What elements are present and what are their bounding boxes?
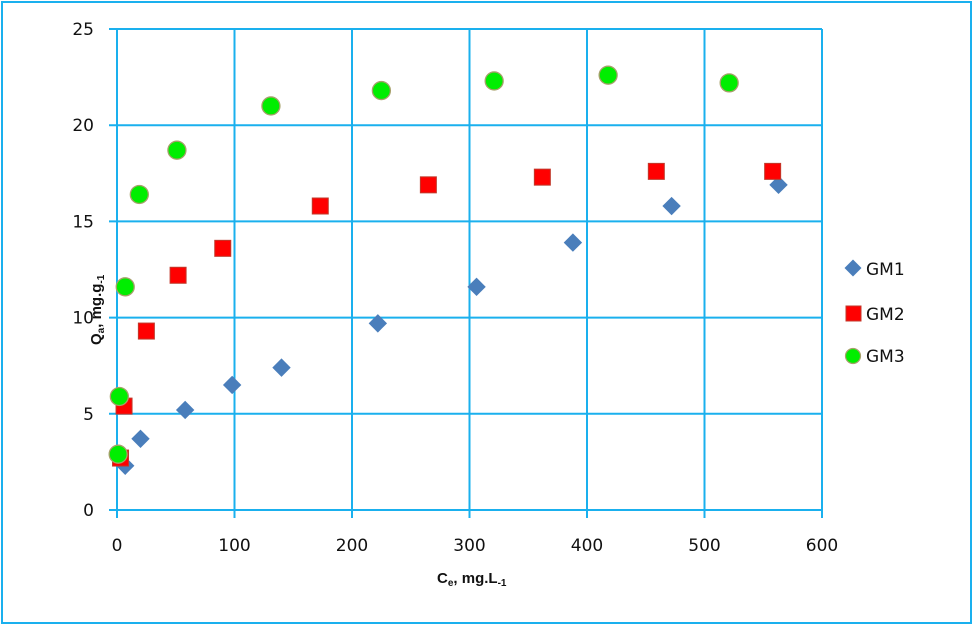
y-axis-ticks: 0 5 10 15 20 25 bbox=[72, 20, 94, 521]
series-gm3 bbox=[108, 65, 739, 464]
data-point bbox=[419, 176, 437, 194]
data-point bbox=[311, 197, 329, 215]
data-point bbox=[662, 196, 681, 216]
svg-text:GM3: GM3 bbox=[866, 347, 905, 367]
data-point bbox=[647, 162, 665, 180]
y-tick-label: 5 bbox=[83, 405, 94, 425]
data-point bbox=[484, 71, 504, 91]
data-point bbox=[598, 65, 618, 85]
circle-marker-icon bbox=[844, 347, 862, 365]
x-tick-label: 200 bbox=[336, 536, 368, 556]
svg-text:GM2: GM2 bbox=[866, 305, 905, 325]
data-point bbox=[222, 375, 242, 395]
data-point bbox=[131, 429, 150, 449]
x-tick-label: 600 bbox=[806, 536, 838, 556]
svg-text:GM1: GM1 bbox=[866, 260, 905, 280]
data-point bbox=[108, 444, 128, 464]
x-tick-label: 500 bbox=[688, 536, 720, 556]
data-point bbox=[137, 322, 155, 340]
square-marker-icon bbox=[845, 305, 862, 322]
data-point bbox=[109, 386, 129, 407]
y-axis-title: Qa, mg.g-1 bbox=[88, 274, 107, 345]
data-point bbox=[764, 162, 782, 180]
series-gm2 bbox=[112, 162, 782, 467]
data-point bbox=[129, 184, 149, 205]
x-tick-label: 400 bbox=[571, 536, 603, 556]
y-tick-label: 10 bbox=[72, 309, 94, 329]
data-point bbox=[167, 140, 187, 160]
x-tick-label: 100 bbox=[218, 536, 250, 556]
y-tick-label: 20 bbox=[72, 116, 94, 136]
data-point bbox=[115, 277, 135, 297]
diamond-marker-icon bbox=[844, 259, 862, 277]
y-tick-label: 25 bbox=[72, 20, 94, 40]
legend-item-gm1: GM1 bbox=[844, 259, 905, 280]
data-point bbox=[563, 233, 583, 252]
x-axis-title: Ce, mg.L-1 bbox=[437, 570, 507, 589]
legend: GM1 GM2 GM3 bbox=[844, 259, 905, 367]
data-point bbox=[368, 314, 388, 333]
data-point bbox=[169, 266, 187, 284]
data-point bbox=[467, 277, 486, 297]
grid-lines bbox=[109, 28, 823, 518]
x-tick-label: 300 bbox=[453, 536, 485, 556]
data-point bbox=[719, 73, 739, 93]
data-point bbox=[533, 168, 551, 186]
legend-item-gm3: GM3 bbox=[844, 347, 905, 367]
data-point bbox=[371, 80, 392, 101]
y-tick-label: 0 bbox=[83, 501, 94, 521]
data-point bbox=[214, 239, 232, 257]
data-point bbox=[175, 400, 195, 420]
x-tick-label: 0 bbox=[112, 536, 123, 556]
y-tick-label: 15 bbox=[72, 212, 94, 232]
data-point bbox=[272, 358, 291, 377]
x-axis-ticks: 0 100 200 300 400 500 600 bbox=[112, 536, 839, 556]
data-point bbox=[261, 96, 281, 116]
data-point bbox=[769, 175, 788, 195]
legend-item-gm2: GM2 bbox=[845, 305, 905, 325]
